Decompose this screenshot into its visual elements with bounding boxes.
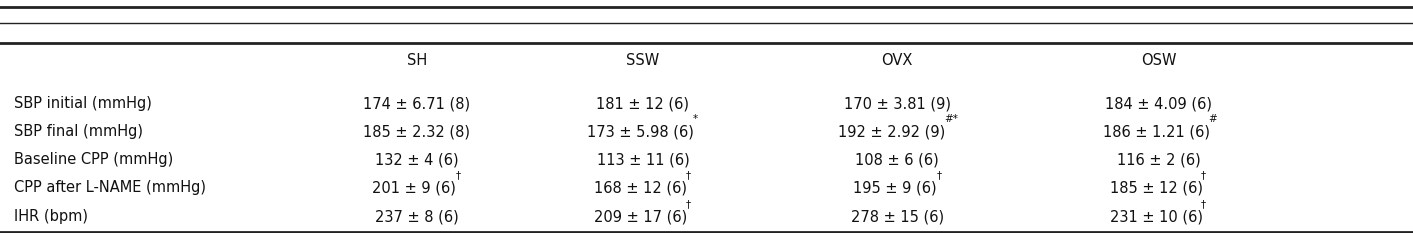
Text: 231 ± 10 (6): 231 ± 10 (6) — [1109, 209, 1202, 224]
Text: SSW: SSW — [626, 53, 660, 68]
Text: SH: SH — [407, 53, 427, 68]
Text: IHR (bpm): IHR (bpm) — [14, 209, 88, 224]
Text: 108 ± 6 (6): 108 ± 6 (6) — [855, 152, 940, 167]
Text: 209 ± 17 (6): 209 ± 17 (6) — [593, 209, 687, 224]
Text: 278 ± 15 (6): 278 ± 15 (6) — [851, 209, 944, 224]
Text: Baseline CPP (mmHg): Baseline CPP (mmHg) — [14, 152, 174, 167]
Text: 168 ± 12 (6): 168 ± 12 (6) — [593, 180, 687, 195]
Text: †: † — [1201, 199, 1207, 209]
Text: CPP after L-NAME (mmHg): CPP after L-NAME (mmHg) — [14, 180, 206, 195]
Text: *: * — [692, 114, 698, 124]
Text: †: † — [1201, 170, 1207, 180]
Text: #*: #* — [944, 114, 958, 124]
Text: †: † — [937, 170, 941, 180]
Text: 170 ± 3.81 (9): 170 ± 3.81 (9) — [844, 96, 951, 111]
Text: 192 ± 2.92 (9): 192 ± 2.92 (9) — [838, 124, 945, 139]
Text: †: † — [685, 199, 691, 209]
Text: 186 ± 1.21 (6): 186 ± 1.21 (6) — [1102, 124, 1210, 139]
Text: 113 ± 11 (6): 113 ± 11 (6) — [596, 152, 690, 167]
Text: †: † — [456, 170, 461, 180]
Text: 174 ± 6.71 (8): 174 ± 6.71 (8) — [363, 96, 471, 111]
Text: 195 ± 9 (6): 195 ± 9 (6) — [853, 180, 937, 195]
Text: #: # — [1208, 114, 1217, 124]
Text: 132 ± 4 (6): 132 ± 4 (6) — [374, 152, 459, 167]
Text: 237 ± 8 (6): 237 ± 8 (6) — [374, 209, 459, 224]
Text: 185 ± 2.32 (8): 185 ± 2.32 (8) — [363, 124, 471, 139]
Text: SBP final (mmHg): SBP final (mmHg) — [14, 124, 143, 139]
Text: 116 ± 2 (6): 116 ± 2 (6) — [1116, 152, 1201, 167]
Text: 181 ± 12 (6): 181 ± 12 (6) — [596, 96, 690, 111]
Text: OSW: OSW — [1140, 53, 1177, 68]
Text: 185 ± 12 (6): 185 ± 12 (6) — [1109, 180, 1202, 195]
Text: 173 ± 5.98 (6): 173 ± 5.98 (6) — [586, 124, 694, 139]
Text: 184 ± 4.09 (6): 184 ± 4.09 (6) — [1105, 96, 1212, 111]
Text: †: † — [685, 170, 691, 180]
Text: SBP initial (mmHg): SBP initial (mmHg) — [14, 96, 153, 111]
Text: OVX: OVX — [882, 53, 913, 68]
Text: 201 ± 9 (6): 201 ± 9 (6) — [372, 180, 456, 195]
